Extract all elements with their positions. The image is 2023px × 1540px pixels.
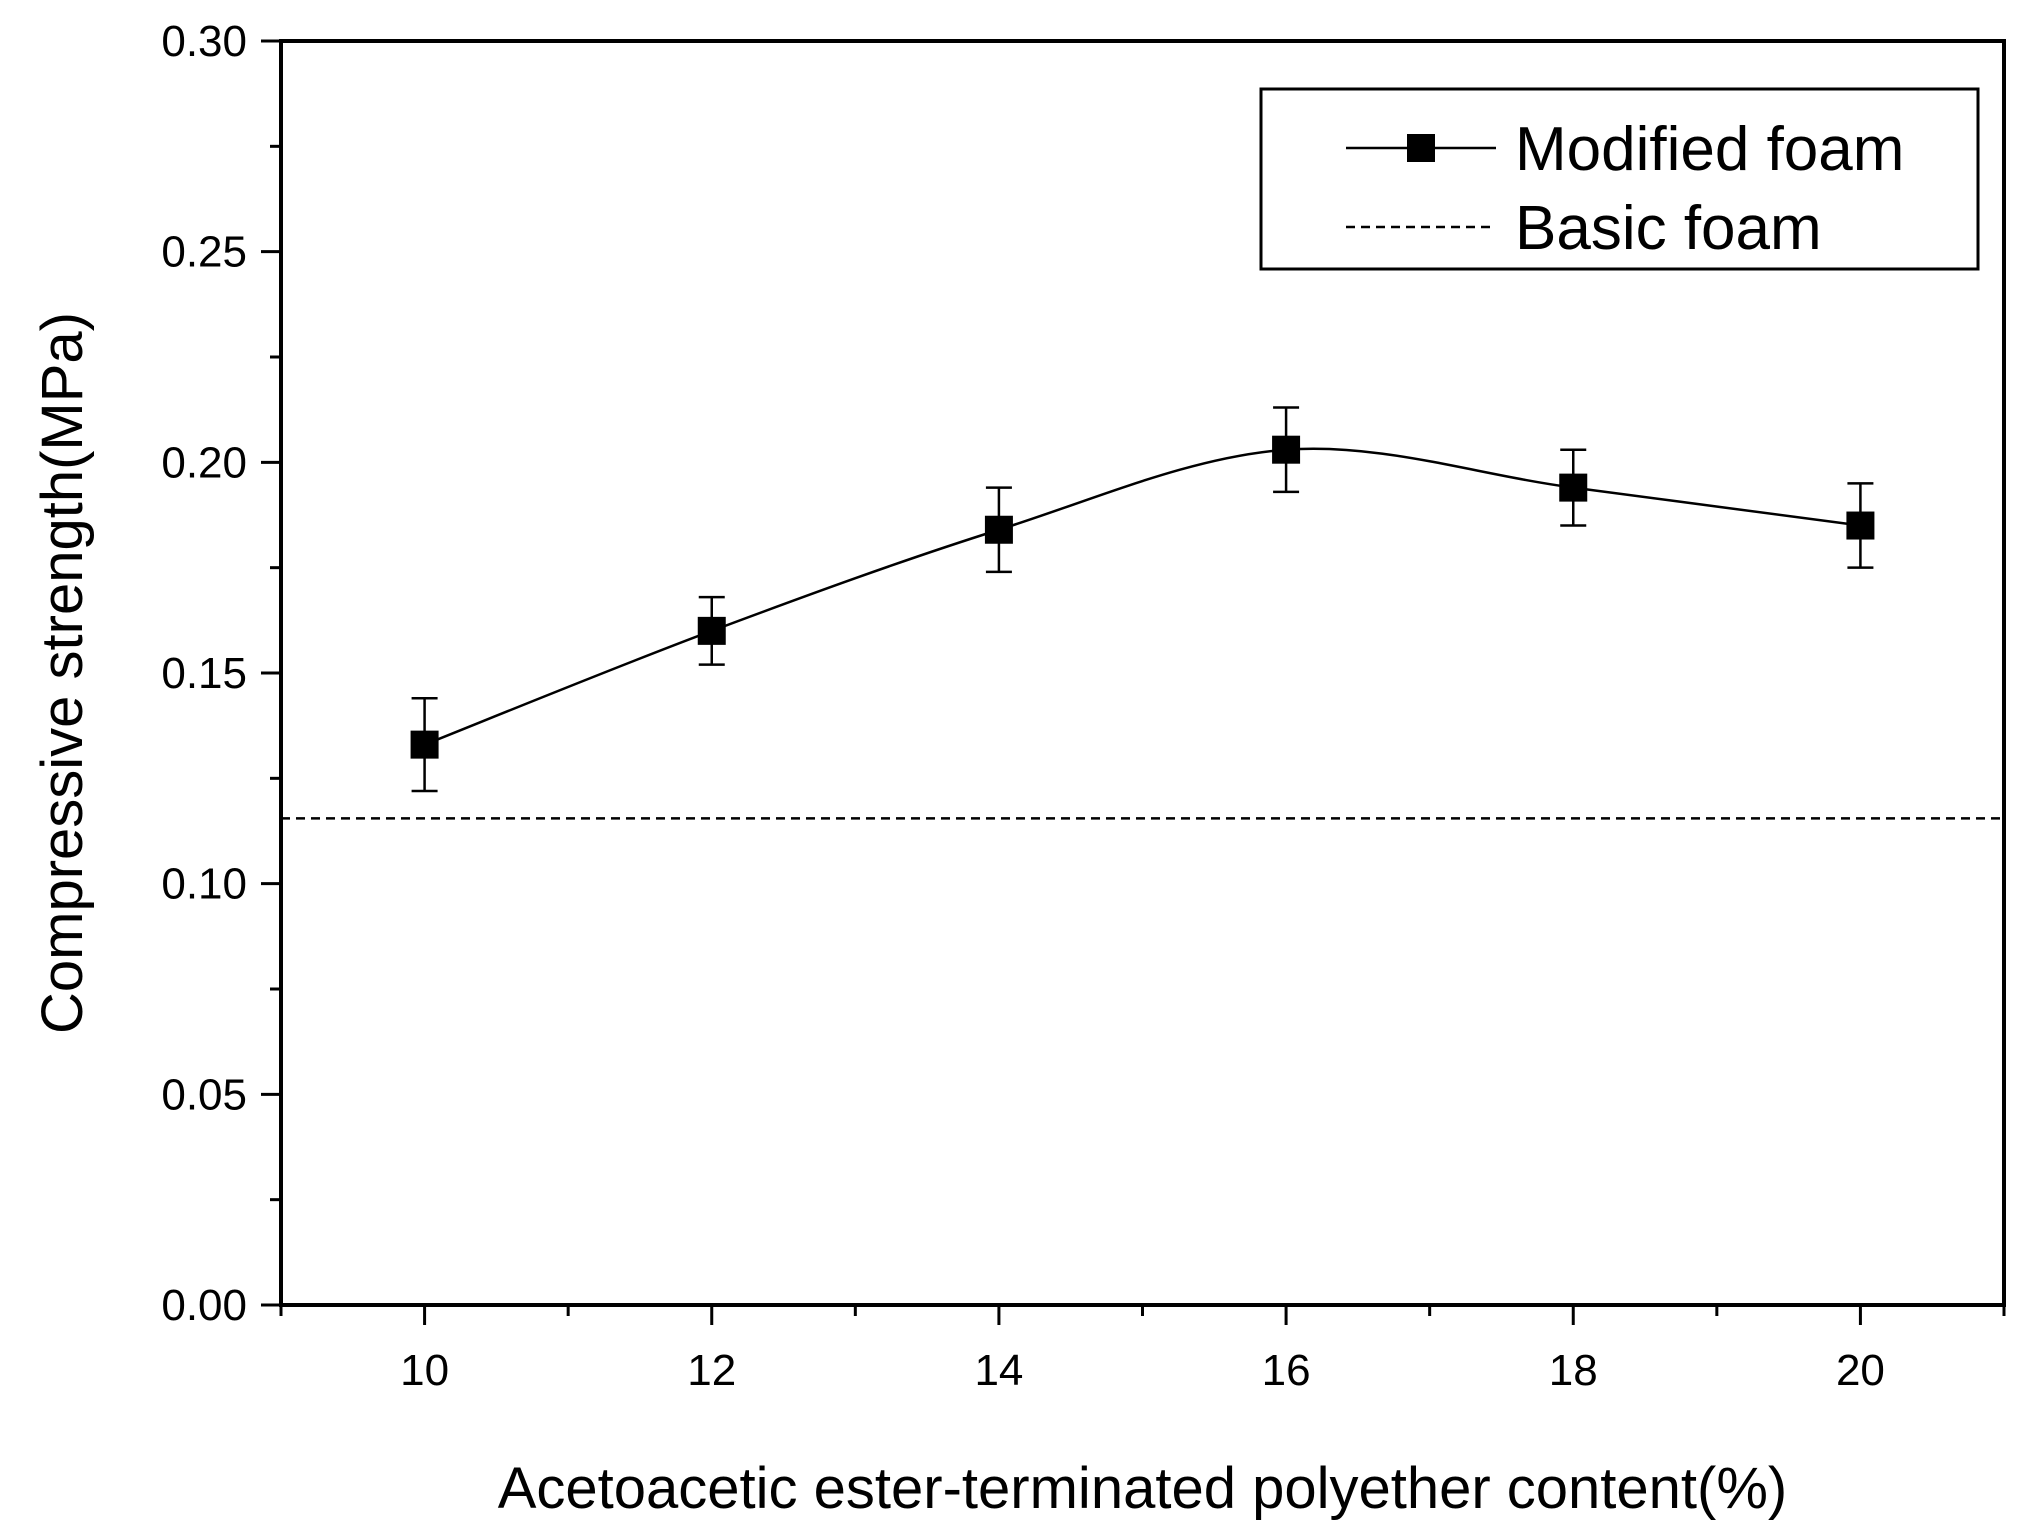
y-tick-label: 0.05 [161,1070,247,1119]
data-point-marker [697,616,726,645]
data-point-marker [410,730,439,759]
data-point-marker [1272,435,1301,464]
modified-foam-layer [410,406,1875,793]
y-tick-label: 0.00 [161,1281,247,1330]
data-point-marker [1559,473,1588,502]
y-tick-label: 0.20 [161,438,247,487]
legend-basic-foam-label: Basic foam [1515,194,1822,263]
x-axis-title: Acetoacetic ester-terminated polyether c… [498,1456,1788,1521]
x-tick-label: 18 [1549,1346,1598,1395]
x-tick-label: 14 [974,1346,1023,1395]
legend-modified-foam-label: Modified foam [1515,115,1904,184]
x-tick-label: 12 [687,1346,736,1395]
modified-foam-line [424,447,1861,746]
y-tick-label: 0.15 [161,649,247,698]
y-axis-title: Compressive strength(MPa) [30,312,95,1034]
legend: Modified foam Basic foam [1259,87,1980,271]
x-tick-label: 10 [400,1346,449,1395]
plot-area-frame [279,39,2006,1307]
data-point-marker [984,515,1013,544]
legend-modified-foam-marker [1407,134,1435,162]
x-tick-label: 16 [1262,1346,1311,1395]
data-point-marker [1846,511,1875,540]
x-tick-label: 20 [1836,1346,1885,1395]
legend-box [1259,87,1980,271]
y-tick-label: 0.25 [161,228,247,277]
minor-ticks [270,144,2006,1316]
y-tick-label: 0.10 [161,860,247,909]
y-tick-label: 0.30 [161,17,247,66]
tick-labels: 10 12 14 16 18 20 0.00 0.05 0.10 0.15 0.20 0.25 0.30 [161,17,1885,1395]
axis-ticks [261,39,1862,1325]
